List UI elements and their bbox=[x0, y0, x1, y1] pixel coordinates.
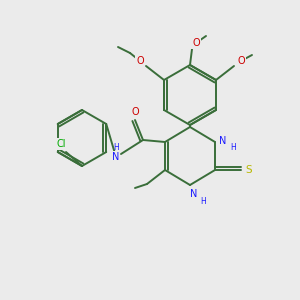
Text: O: O bbox=[136, 56, 144, 66]
Text: H: H bbox=[230, 142, 236, 152]
Text: S: S bbox=[246, 165, 252, 175]
Text: N: N bbox=[219, 136, 227, 146]
Text: N: N bbox=[190, 189, 198, 199]
Text: H: H bbox=[113, 142, 119, 152]
Text: H: H bbox=[200, 196, 206, 206]
Text: N: N bbox=[112, 152, 120, 162]
Text: O: O bbox=[131, 107, 139, 117]
Text: O: O bbox=[237, 56, 245, 66]
Text: Cl: Cl bbox=[56, 139, 66, 149]
Text: O: O bbox=[192, 38, 200, 48]
